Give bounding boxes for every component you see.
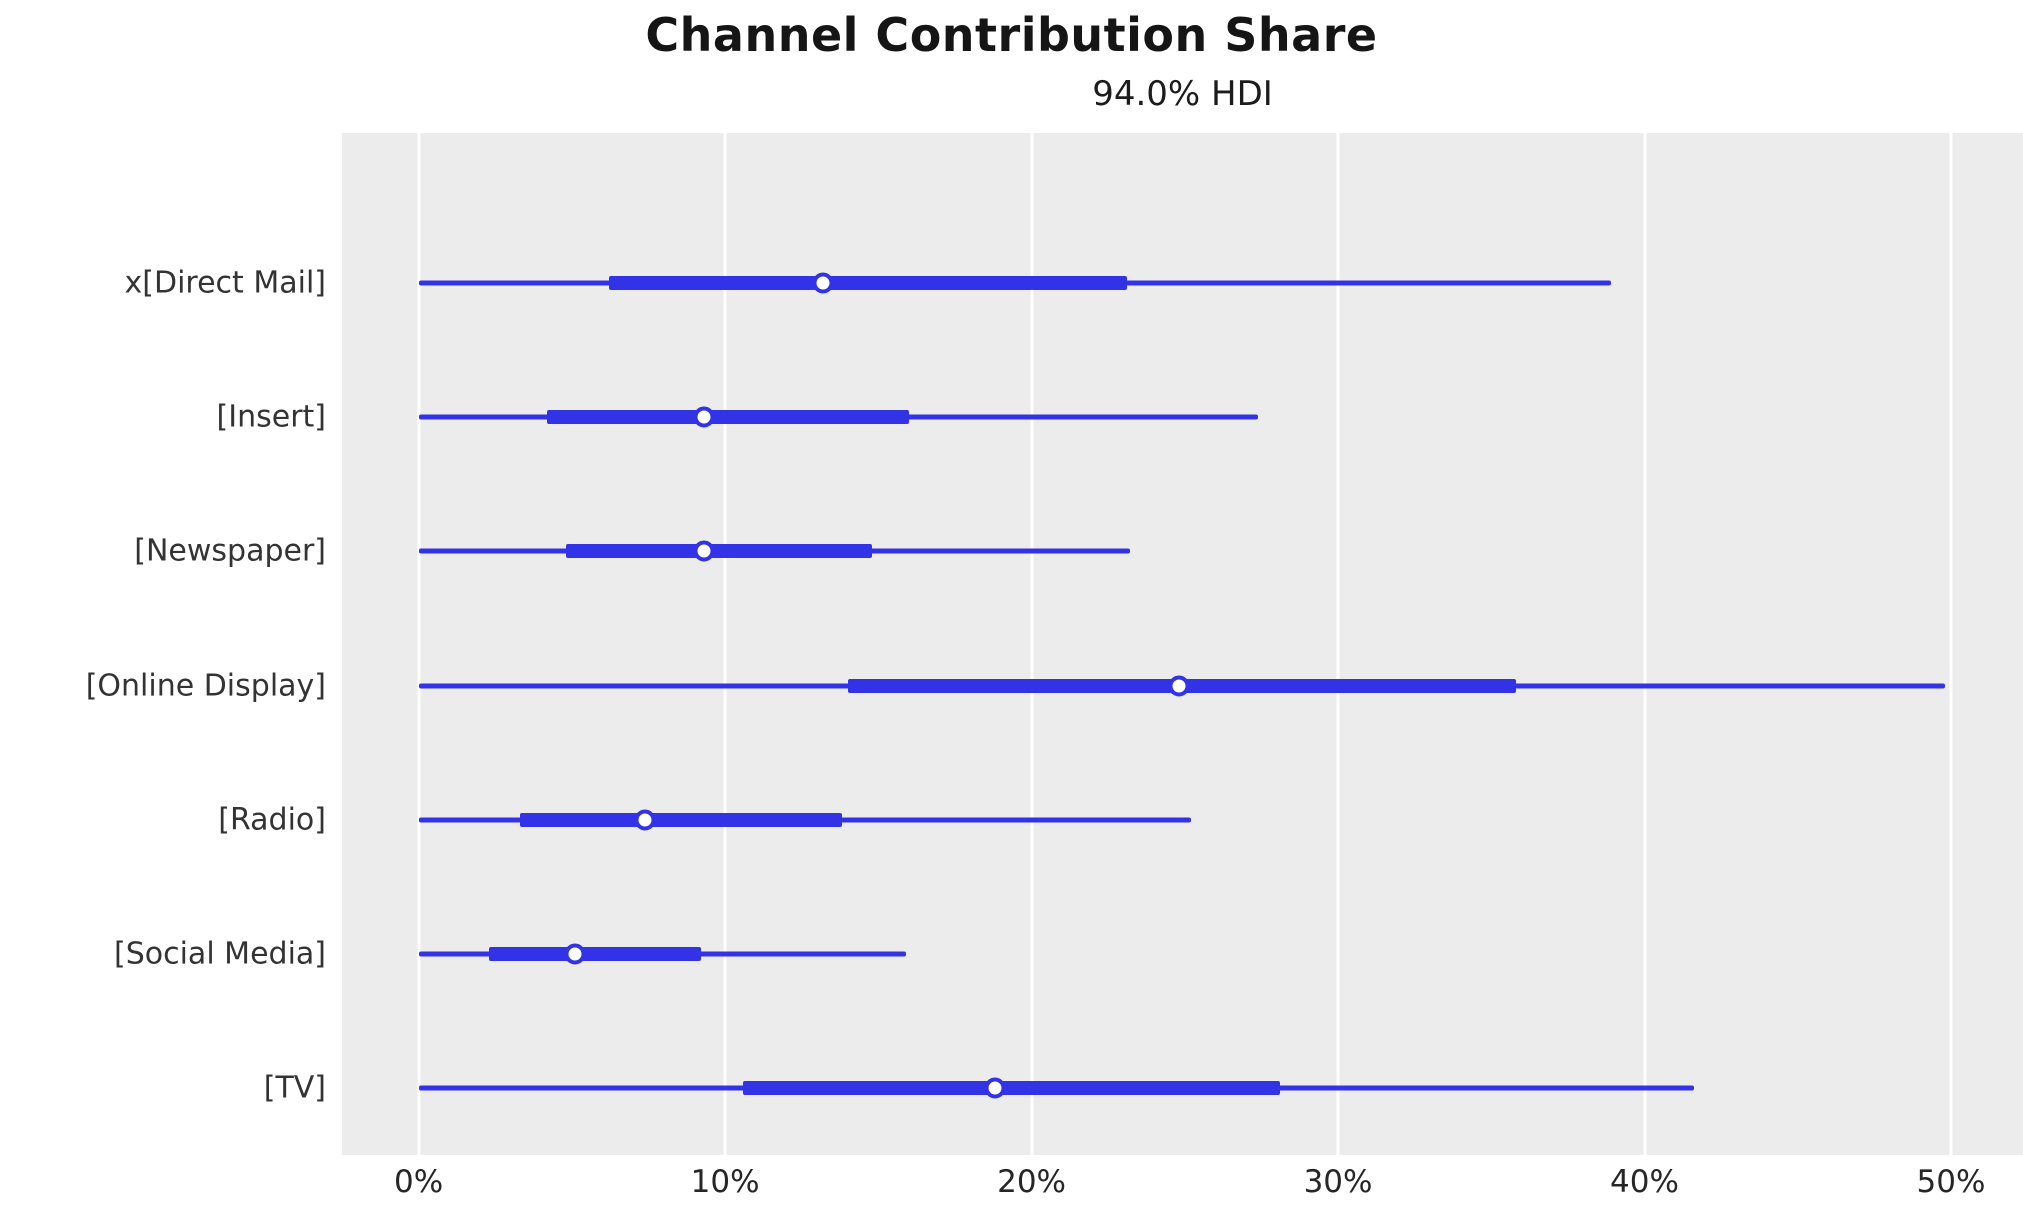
y-axis-label: [TV] xyxy=(263,1070,326,1106)
gridline-20 xyxy=(1030,133,1034,1155)
chart-title: Channel Contribution Share xyxy=(645,8,1378,62)
x-axis-tick-label: 0% xyxy=(394,1164,444,1200)
x-axis-tick-label: 40% xyxy=(1610,1164,1679,1200)
y-axis-label: [Online Display] xyxy=(85,668,326,704)
gridline-50 xyxy=(1949,133,1953,1155)
y-axis-label: [Social Media] xyxy=(114,936,326,972)
point-estimate-marker xyxy=(693,540,715,562)
hdi-band xyxy=(565,544,873,559)
hdi-band xyxy=(489,947,701,962)
hdi-band xyxy=(519,812,842,827)
hdi-band xyxy=(547,410,909,425)
point-estimate-marker xyxy=(1168,675,1190,697)
point-estimate-marker xyxy=(564,943,586,965)
x-axis-tick-label: 30% xyxy=(1303,1164,1373,1200)
hdi-band xyxy=(743,1081,1280,1096)
gridline-0 xyxy=(417,133,421,1155)
x-axis-tick-label: 20% xyxy=(997,1164,1067,1200)
point-estimate-marker xyxy=(812,272,834,294)
y-axis-label: [Newspaper] xyxy=(134,533,326,569)
x-axis-tick-label: 10% xyxy=(690,1164,760,1200)
gridline-40 xyxy=(1643,133,1646,1155)
point-estimate-marker xyxy=(693,406,715,428)
gridline-30 xyxy=(1336,133,1340,1155)
y-axis-label: [Insert] xyxy=(216,399,326,435)
gridline-10 xyxy=(723,133,727,1155)
y-axis-label: [Radio] xyxy=(218,802,326,838)
point-estimate-marker xyxy=(984,1077,1006,1099)
plot-area xyxy=(342,133,2023,1155)
point-estimate-marker xyxy=(634,809,656,831)
y-axis-label: x[Direct Mail] xyxy=(124,265,326,301)
hdi-band xyxy=(608,276,1127,290)
chart-subtitle-hdi: 94.0% HDI xyxy=(1092,74,1273,114)
x-axis-tick-label: 50% xyxy=(1916,1164,1986,1200)
